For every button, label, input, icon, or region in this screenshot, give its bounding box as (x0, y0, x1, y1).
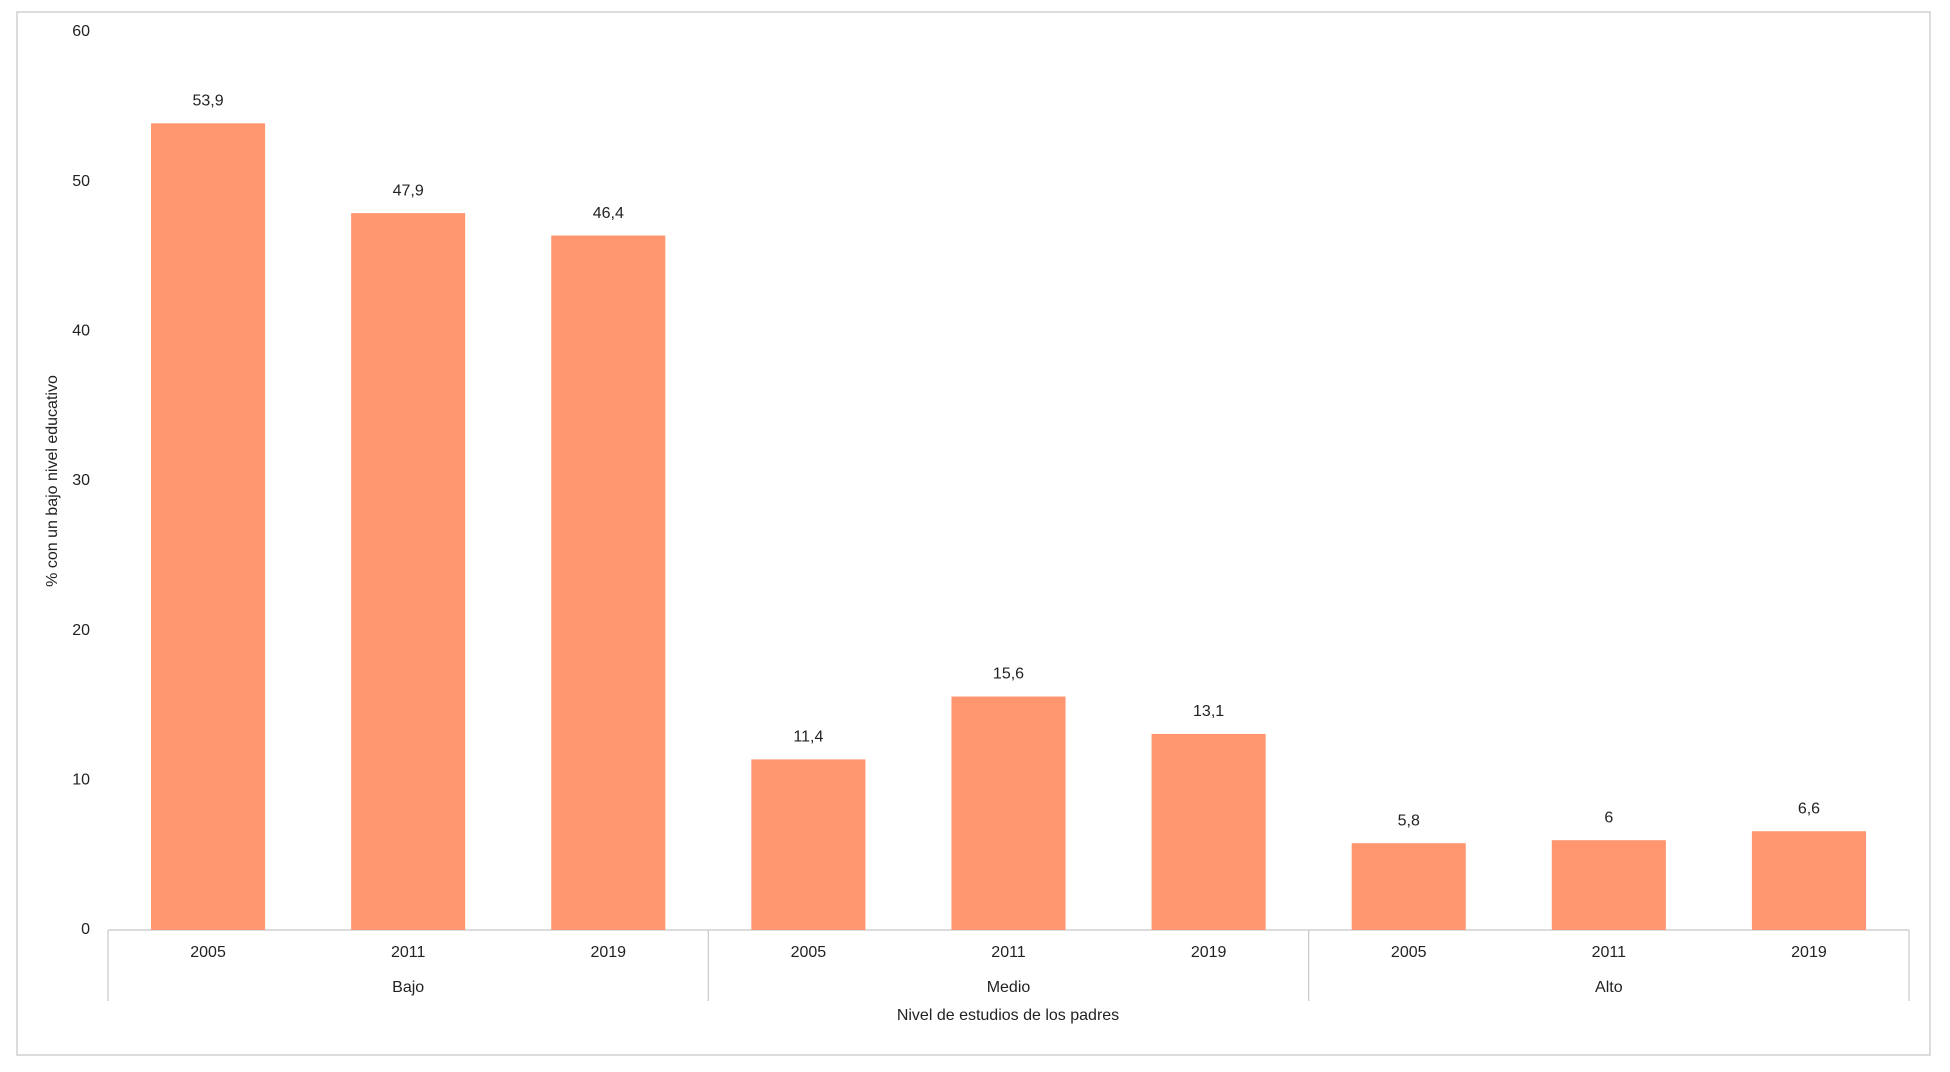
y-tick-label: 30 (72, 472, 90, 489)
x-tick-label: 2005 (1391, 944, 1427, 961)
x-axis-title: Nivel de estudios de los padres (897, 1007, 1119, 1024)
bar (1151, 733, 1266, 930)
bar (751, 759, 866, 930)
data-label: 47,9 (393, 182, 424, 199)
x-tick-label: 2019 (1791, 944, 1827, 961)
group-label: Bajo (392, 979, 424, 996)
data-label: 53,9 (192, 93, 223, 110)
data-label: 6 (1604, 809, 1613, 826)
data-label: 13,1 (1193, 703, 1224, 720)
bar (1551, 840, 1666, 930)
data-label: 46,4 (593, 205, 624, 222)
y-tick-label: 0 (81, 921, 90, 938)
x-tick-label: 2011 (991, 944, 1026, 961)
x-tick-label: 2005 (190, 944, 226, 961)
bar (351, 213, 466, 930)
x-tick-label: 2005 (791, 944, 827, 961)
group-label: Alto (1595, 979, 1623, 996)
y-tick-label: 40 (72, 323, 90, 340)
x-tick-label: 2011 (1592, 944, 1627, 961)
data-label: 11,4 (793, 729, 823, 746)
y-tick-label: 50 (72, 173, 90, 190)
bar (1751, 831, 1866, 930)
y-tick-label: 10 (72, 772, 90, 789)
data-label: 6,6 (1798, 800, 1820, 817)
bar (551, 235, 666, 931)
bar (151, 123, 266, 930)
data-label: 5,8 (1398, 812, 1420, 829)
data-label: 15,6 (993, 666, 1024, 683)
x-tick-label: 2019 (1191, 944, 1227, 961)
y-tick-label: 20 (72, 622, 90, 639)
y-tick-label: 60 (72, 23, 90, 40)
x-tick-label: 2019 (590, 944, 626, 961)
bar (1351, 843, 1466, 930)
group-label: Medio (987, 979, 1031, 996)
x-tick-label: 2011 (391, 944, 426, 961)
y-axis-title: % con un bajo nivel educativo (44, 375, 61, 587)
bar (951, 696, 1066, 930)
